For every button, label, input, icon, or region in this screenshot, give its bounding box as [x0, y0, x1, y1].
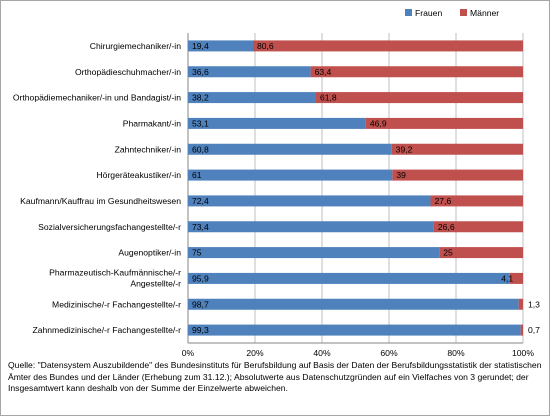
- data-label-frauen: 98,7: [192, 299, 209, 309]
- data-label-maenner: 0,7: [528, 325, 540, 335]
- bar-mnner: [433, 221, 523, 233]
- bar-mnner: [391, 143, 523, 155]
- data-label-frauen: 61: [192, 170, 202, 180]
- data-label-frauen: 19,4: [192, 41, 209, 51]
- data-label-maenner: 63,4: [315, 67, 332, 77]
- legend-swatch-mnner: [460, 9, 467, 16]
- x-tick-label: 40%: [313, 348, 331, 358]
- data-label-maenner: 39: [396, 170, 406, 180]
- data-label-maenner: 27,6: [435, 196, 452, 206]
- data-label-maenner: 26,6: [438, 222, 455, 232]
- bar-mnner: [310, 66, 523, 78]
- category-label-line: Pharmazeutisch-Kaufmännische/-r: [49, 267, 181, 277]
- data-label-maenner: 1,3: [528, 299, 540, 309]
- data-label-frauen: 73,4: [192, 222, 209, 232]
- bar-mnner: [430, 195, 523, 207]
- bar-mnner: [252, 40, 524, 52]
- bar-frauen: [188, 324, 521, 336]
- bar-mnner: [315, 92, 523, 104]
- bar-mnner: [509, 272, 523, 284]
- x-tick-label: 20%: [246, 348, 264, 358]
- bar-mnner: [392, 169, 523, 181]
- data-label-maenner: 4,1: [501, 273, 513, 283]
- data-label-frauen: 99,3: [192, 325, 209, 335]
- data-label-frauen: 72,4: [192, 196, 209, 206]
- x-tick-label: 0%: [182, 348, 195, 358]
- bar-frauen: [188, 66, 311, 78]
- data-label-maenner: 46,9: [370, 118, 387, 128]
- legend-swatch-frauen: [405, 9, 412, 16]
- bar-frauen: [188, 92, 316, 104]
- bar-frauen: [188, 195, 431, 207]
- bar-mnner: [365, 117, 523, 129]
- bar-frauen: [188, 40, 253, 52]
- category-label: Augenoptiker/-in: [118, 248, 181, 258]
- legend-label: Frauen: [415, 8, 442, 18]
- x-tick-label: 100%: [512, 348, 534, 358]
- x-tick-label: 80%: [447, 348, 465, 358]
- data-label-frauen: 53,1: [192, 118, 209, 128]
- bar-frauen: [188, 117, 366, 129]
- bar-frauen: [188, 169, 393, 181]
- data-label-maenner: 61,8: [320, 93, 337, 103]
- data-label-maenner: 39,2: [396, 144, 413, 154]
- category-label: Hörgeräteakustiker/-in: [96, 170, 181, 180]
- bar-frauen: [188, 221, 434, 233]
- bar-frauen: [188, 143, 392, 155]
- bar-frauen: [188, 247, 440, 259]
- category-label: Chirurgiemechaniker/-in: [90, 41, 181, 51]
- category-label: Zahntechniker/-in: [115, 144, 182, 154]
- data-label-frauen: 95,9: [192, 273, 209, 283]
- category-label: Orthopädiemechaniker/-in und Bandagist/-…: [13, 93, 181, 103]
- x-tick-label: 60%: [380, 348, 398, 358]
- bar-mnner: [520, 324, 523, 336]
- legend-label: Männer: [470, 8, 499, 18]
- data-label-frauen: 38,2: [192, 93, 209, 103]
- bar-frauen: [188, 298, 519, 310]
- data-label-frauen: 60,8: [192, 144, 209, 154]
- category-label: Orthopädieschuhmacher/-in: [75, 67, 181, 77]
- data-label-frauen: 36,6: [192, 67, 209, 77]
- bar-mnner: [518, 298, 523, 310]
- category-label: Kaufmann/Kauffrau im Gesundheitswesen: [20, 196, 181, 206]
- data-label-maenner: 25: [443, 248, 453, 258]
- category-label: Pharmakant/-in: [123, 118, 181, 128]
- category-label: Pharmazeutisch-Kaufmännische/-r Angestell…: [49, 267, 181, 288]
- category-label-line: Angestellte/-r: [130, 278, 181, 288]
- data-label-maenner: 80,6: [257, 41, 274, 51]
- bar-frauen: [188, 272, 510, 284]
- category-label: Sozialversicherungsfachangestellte/-r: [38, 222, 181, 232]
- stacked-bar-chart: 0% 20% 40% 60% 80% 100% Chirurgiemechaniker/-i…: [13, 8, 540, 358]
- data-label-frauen: 75: [192, 248, 202, 258]
- category-label: Medizinische/-r Fachangestellte/-r: [52, 299, 181, 309]
- bar-mnner: [439, 247, 523, 259]
- source-note: Quelle: "Datensystem Auszubildende" des …: [8, 360, 542, 394]
- category-label: Zahnmedizinische/-r Fachangestellte/-r: [32, 325, 181, 335]
